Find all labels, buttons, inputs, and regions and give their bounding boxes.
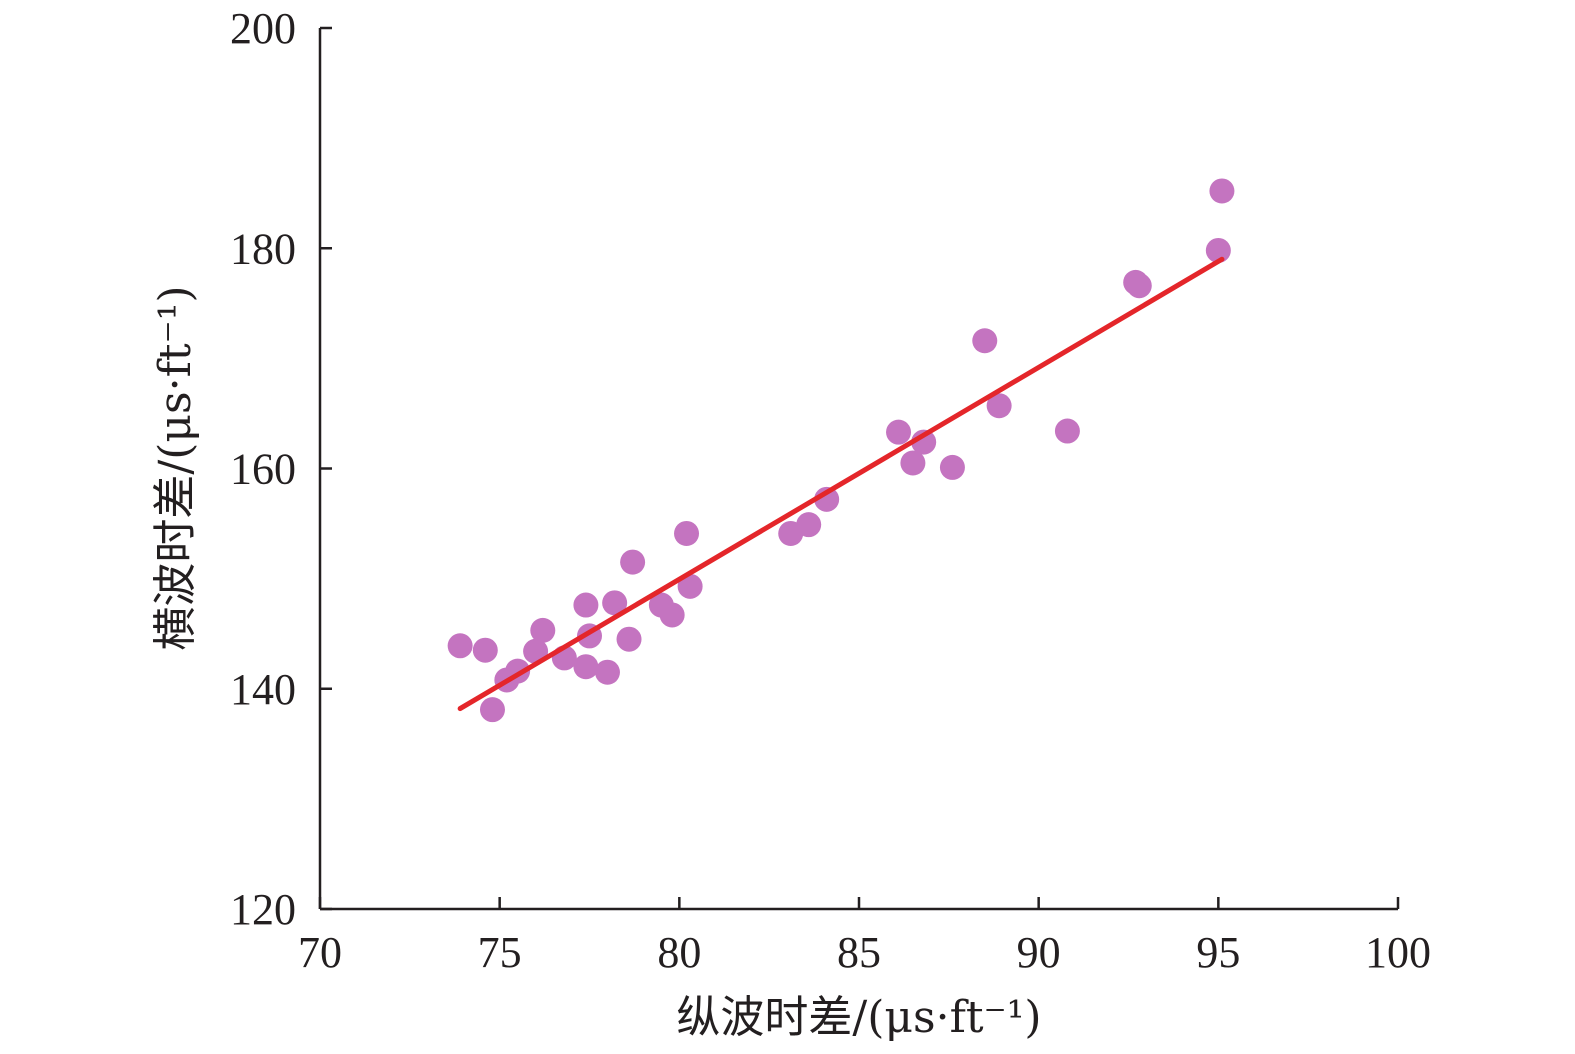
data-point — [594, 659, 620, 685]
data-point — [674, 520, 700, 546]
y-tick-label: 200 — [230, 4, 296, 53]
data-point — [796, 512, 822, 538]
data-point — [659, 602, 685, 628]
data-point — [986, 393, 1012, 419]
data-point — [573, 654, 599, 680]
y-tick-label: 140 — [230, 665, 296, 714]
data-point — [911, 429, 937, 455]
data-point — [939, 454, 965, 480]
y-tick-label: 120 — [230, 885, 296, 934]
data-point — [677, 573, 703, 599]
x-tick-label: 100 — [1365, 928, 1431, 977]
data-point — [479, 697, 505, 723]
x-axis-ticks: 70 75 80 85 90 95 100 — [298, 897, 1431, 977]
x-tick-label: 80 — [657, 928, 701, 977]
data-point — [1205, 237, 1231, 263]
x-tick-label: 70 — [298, 928, 342, 977]
axes: 120 140 160 180 200 70 75 80 85 90 95 100 — [230, 4, 1431, 977]
data-point — [972, 328, 998, 354]
x-tick-label: 75 — [478, 928, 522, 977]
y-tick-label: 180 — [230, 224, 296, 273]
data-point — [530, 617, 556, 643]
data-point — [1054, 418, 1080, 444]
data-point — [620, 549, 646, 575]
data-point — [602, 590, 628, 616]
x-axis-title: 纵波时差/(μs·ft⁻¹) — [676, 992, 1041, 1043]
data-point — [472, 637, 498, 663]
plot-area — [447, 178, 1235, 723]
data-point — [1209, 178, 1235, 204]
y-tick-label: 160 — [230, 445, 296, 494]
x-tick-label: 95 — [1196, 928, 1240, 977]
data-point — [814, 486, 840, 512]
x-tick-label: 90 — [1017, 928, 1061, 977]
x-tick-label: 85 — [837, 928, 881, 977]
data-point — [616, 626, 642, 652]
y-axis-ticks: 120 140 160 180 200 — [230, 4, 332, 934]
data-point — [1126, 273, 1152, 299]
y-axis-title: 横波时差/(μs·ft⁻¹) — [150, 285, 201, 650]
data-point — [886, 419, 912, 445]
trend-line — [457, 256, 1225, 712]
data-point — [573, 592, 599, 618]
data-point — [447, 633, 473, 659]
data-point — [900, 450, 926, 476]
